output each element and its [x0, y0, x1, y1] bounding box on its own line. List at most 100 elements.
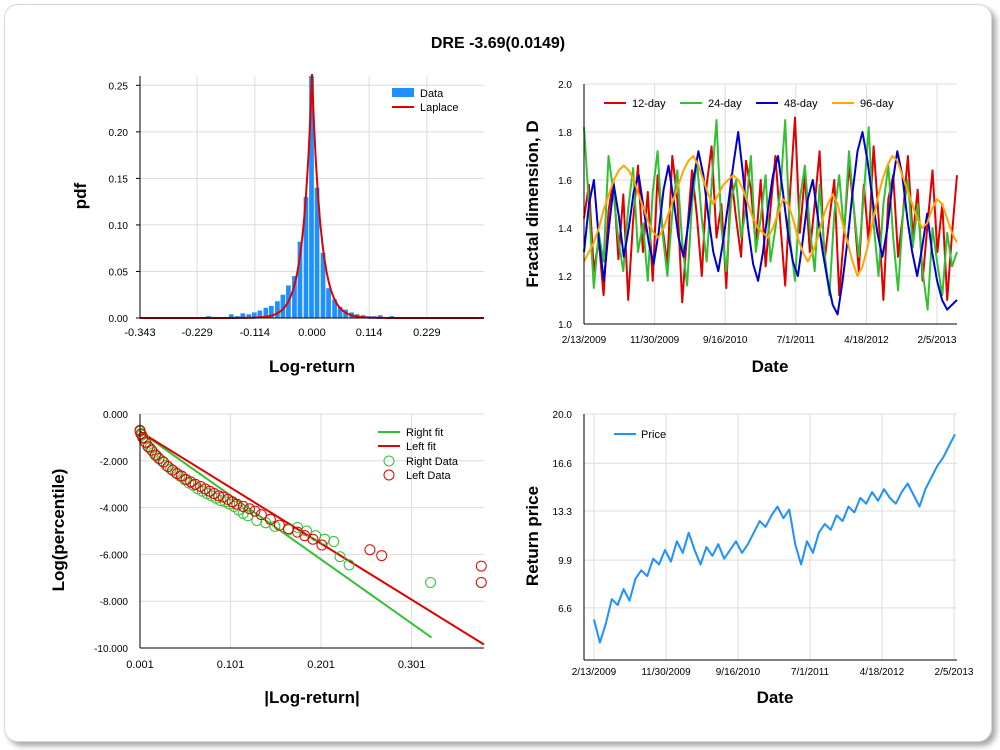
price-y-tick-label: 16.6 [553, 459, 573, 470]
pdf-bar [228, 314, 234, 318]
fractal-x-tick-label: 7/1/2011 [777, 335, 816, 346]
pdf-x-tick-label: 0.000 [298, 327, 326, 339]
pdf-bar [251, 312, 257, 318]
tails-right-data-point [334, 551, 346, 563]
pdf-y-tick-label: 0.15 [109, 174, 129, 185]
pdf-x-tick-label: -0.229 [182, 327, 213, 339]
pdf-bar [292, 276, 297, 318]
pdf-bar [263, 307, 269, 318]
tails-left-data-point [364, 544, 376, 556]
fractal-series-line [583, 116, 958, 304]
pdf-bar [332, 299, 337, 318]
pdf-y-tick-label: 0.00 [109, 314, 129, 325]
price-y-tick-label: 13.3 [553, 507, 573, 518]
price-legend-label: Price [641, 429, 666, 441]
fractal-legend-label: 12-day [632, 98, 666, 110]
tails-x-tick-label: 0.201 [307, 659, 335, 671]
tails-y-tick-label: -4.000 [100, 504, 129, 515]
panel-price: 2/13/2009 11/30/2009 9/16/2010 7/1/2011 4/18… [523, 410, 974, 707]
pdf-bar [257, 310, 263, 318]
fractal-x-tick-label: 11/30/2009 [630, 335, 680, 346]
tails-y-tick-label: -6.000 [100, 550, 129, 561]
tails-left-data-point [249, 505, 261, 517]
tails-legend-label: Right fit [406, 427, 443, 439]
price-x-axis-label: Date [757, 688, 794, 707]
tails-legend-label: Left fit [406, 441, 436, 453]
pdf-legend-label: Laplace [420, 102, 459, 114]
fractal-y-tick-label: 1.4 [558, 224, 572, 235]
tails-left-data-point [475, 560, 487, 572]
fractal-series-line [583, 119, 958, 311]
tails-legend-label: Right Data [406, 456, 459, 468]
tails-y-tick-label: -8.000 [100, 597, 129, 608]
tails-left-data-point [475, 576, 487, 588]
price-x-tick-label: 9/16/2010 [716, 667, 761, 678]
tails-right-data-point [343, 559, 355, 571]
fractal-y-axis-label: Fractal dimension, D [523, 120, 542, 287]
tails-x-axis-label: |Log-return| [264, 688, 359, 707]
pdf-x-tick-label: 0.114 [356, 327, 383, 339]
price-x-tick-label: 4/18/2012 [860, 667, 905, 678]
pdf-y-tick-label: 0.10 [109, 221, 129, 232]
fractal-legend-label: 48-day [784, 98, 818, 110]
pdf-y-tick-label: 0.25 [109, 81, 129, 92]
tails-left-data-point [142, 441, 154, 453]
tails-x-tick-label: 0.101 [217, 659, 245, 671]
pdf-bar [320, 252, 326, 318]
panel-tails: 0.001 0.101 0.201 0.301 0.000 -2.000 -4.000 -6.… [49, 410, 487, 707]
pdf-bar [297, 241, 303, 318]
price-x-tick-label: 11/30/2009 [641, 667, 691, 678]
panel-fractal: 2/13/2009 11/30/2009 9/16/2010 7/1/2011 4/18… [523, 80, 958, 376]
pdf-legend-label: Data [420, 88, 444, 100]
price-y-tick-label: 20.0 [553, 410, 573, 421]
tails-legend-swatch [383, 469, 395, 481]
tails-right-data-point [425, 576, 437, 588]
fractal-legend-label: 24-day [708, 98, 742, 110]
pdf-x-tick-label: -0.114 [240, 327, 270, 339]
pdf-x-tick-label: 0.229 [413, 327, 441, 339]
fractal-y-tick-label: 2.0 [558, 80, 572, 91]
price-x-tick-label: 2/5/2013 [935, 667, 974, 678]
pdf-bar [326, 288, 331, 318]
tails-left-data-point [292, 526, 304, 538]
fractal-y-tick-label: 1.2 [558, 272, 572, 283]
price-y-axis-label: Return price [523, 486, 542, 586]
tails-left-data-point [255, 509, 267, 521]
fractal-legend-label: 96-day [860, 98, 894, 110]
price-y-tick-label: 9.9 [558, 556, 572, 567]
fractal-series-line [583, 131, 958, 316]
tails-right-data-point [328, 536, 340, 548]
pdf-legend-swatch-data [392, 88, 414, 97]
fractal-x-axis-label: Date [752, 357, 789, 376]
tails-x-tick-label: 0.301 [398, 659, 426, 671]
pdf-bar [309, 76, 314, 318]
main-title: DRE -3.69(0.0149) [431, 35, 565, 52]
tails-legend-swatch [383, 455, 395, 467]
tails-left-data-point [376, 550, 388, 562]
price-y-tick-label: 6.6 [558, 604, 572, 615]
tails-left-data-point [231, 498, 243, 510]
tails-legend-label: Left Data [406, 470, 452, 482]
tails-y-axis-label: Log(percentile) [49, 469, 68, 592]
pdf-bar [246, 314, 252, 318]
tails-left-data-point [237, 500, 249, 512]
fractal-x-tick-label: 2/13/2009 [562, 335, 607, 346]
fractal-y-tick-label: 1.0 [558, 320, 572, 331]
pdf-x-axis-label: Log-return [269, 357, 355, 376]
fractal-x-tick-label: 2/5/2013 [918, 335, 957, 346]
pdf-bar [314, 187, 320, 318]
pdf-bar [337, 306, 343, 318]
tails-left-data-point [316, 539, 328, 551]
pdf-y-axis-label: pdf [71, 182, 90, 209]
pdf-bar [280, 294, 286, 318]
fractal-y-tick-label: 1.6 [558, 176, 572, 187]
tails-y-tick-label: -10.000 [94, 644, 128, 655]
chart-frame [4, 4, 992, 742]
fractal-x-tick-label: 4/18/2012 [844, 335, 889, 346]
pdf-y-tick-label: 0.05 [109, 267, 129, 278]
tails-left-data-point [244, 503, 256, 515]
fractal-y-tick-label: 1.8 [558, 128, 572, 139]
pdf-bar [269, 305, 274, 318]
pdf-x-tick-label: -0.343 [124, 327, 155, 339]
